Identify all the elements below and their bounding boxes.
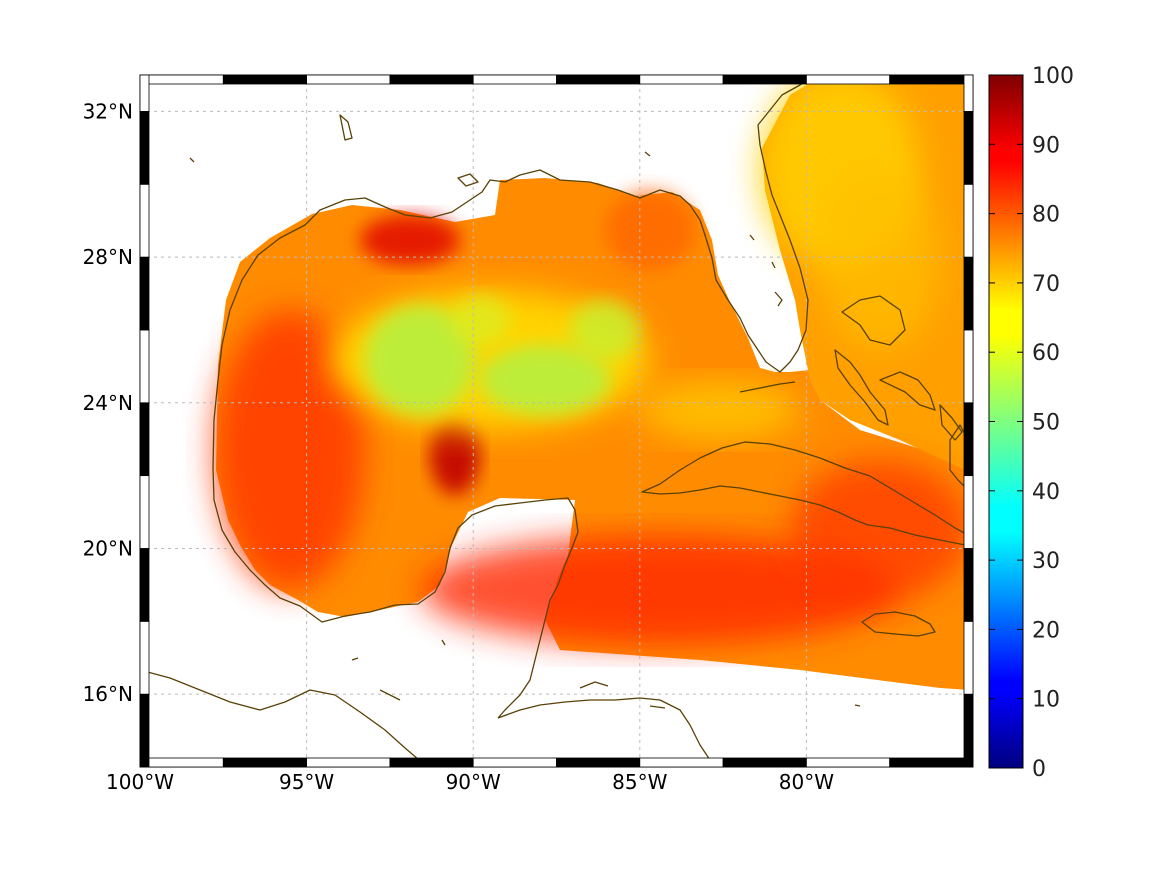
frame-segment-right (963, 548, 974, 622)
frame-segment-right (963, 620, 974, 695)
graticule (140, 75, 973, 767)
keys-coast (739, 381, 796, 393)
frame-segment-top (556, 74, 641, 85)
us-gulf-coast (212, 75, 816, 469)
frame-segment-left (139, 256, 150, 331)
frame-segment-bottom (472, 757, 557, 768)
frame-segment-right (963, 693, 974, 768)
map-frame (139, 74, 974, 768)
x-tick-labels: 100°W 95°W 90°W 85°W 80°W (106, 770, 834, 794)
y-tick-label: 16°N (83, 682, 133, 706)
colorbar-tick-label: 100 (1032, 64, 1074, 89)
frame-segment-top (639, 74, 724, 85)
frame-segment-left (139, 183, 150, 258)
colorbar-tick-label: 0 (1032, 757, 1046, 782)
frame-segment-top (306, 74, 391, 85)
y-tick-label: 32°N (83, 99, 133, 123)
pacific-coast (139, 669, 426, 766)
data-field (215, 75, 970, 690)
bahamas-coast (834, 295, 963, 441)
colorbar-tick-label: 80 (1032, 203, 1060, 228)
frame-segment-right (963, 329, 974, 404)
frame-segment-right (963, 111, 974, 185)
frame-segment-left (139, 548, 150, 622)
colorbar-tick-label: 90 (1032, 133, 1060, 158)
x-tick-label: 95°W (279, 770, 334, 794)
colorbar-tick-labels: 0 10 20 30 40 50 60 70 80 90 100 (989, 64, 1074, 782)
frame-segment-bottom (306, 757, 391, 768)
x-tick-label: 90°W (446, 770, 501, 794)
frame-segment-top (389, 74, 474, 85)
inland-lakes (189, 114, 783, 701)
x-tick-label: 85°W (612, 770, 667, 794)
frame-segment-left (139, 74, 150, 112)
y-tick-label: 28°N (83, 245, 133, 269)
frame-segment-top (139, 74, 224, 85)
frame-segment-right (963, 256, 974, 331)
frame-segment-top (472, 74, 557, 85)
colorbar: 0 10 20 30 40 50 60 70 80 90 100 (988, 64, 1074, 782)
colorbar-tick-label: 20 (1032, 618, 1060, 643)
frame-segment-bottom (556, 757, 641, 768)
honduras-islands (579, 681, 861, 709)
x-tick-label: 100°W (106, 770, 174, 794)
frame-segment-top (222, 74, 308, 85)
frame-segment-bottom (889, 757, 974, 768)
colorbar-tick-label: 30 (1032, 549, 1060, 574)
frame-segment-left (139, 111, 150, 185)
mexico-gulf-coast (212, 467, 579, 719)
frame-segment-left (139, 693, 150, 768)
frame-segment-bottom (139, 757, 224, 768)
x-tick-label: 80°W (779, 770, 834, 794)
frame-segment-bottom (222, 757, 308, 768)
frame-segment-right (963, 74, 974, 112)
colorbar-tick-label: 70 (1032, 272, 1060, 297)
frame-segment-bottom (722, 757, 807, 768)
y-tick-label: 24°N (83, 391, 133, 415)
jamaica-coast (861, 611, 936, 637)
frame-segment-left (139, 475, 150, 549)
frame-segment-left (139, 329, 150, 404)
colorbar-tick-label: 60 (1032, 341, 1060, 366)
frame-segment-bottom (806, 757, 891, 768)
y-tick-label: 20°N (83, 536, 133, 560)
frame-segment-right (963, 475, 974, 549)
frame-segment-top (806, 74, 891, 85)
y-tick-labels: 32°N 28°N 24°N 20°N 16°N (83, 99, 133, 706)
frame-segment-bottom (389, 757, 474, 768)
colorbar-tick-label: 40 (1032, 480, 1060, 505)
colorbar-tick-label: 50 (1032, 411, 1060, 436)
frame-segment-left (139, 620, 150, 695)
central-america-coast (497, 697, 711, 761)
frame-segment-left (139, 402, 150, 477)
frame-segment-top (722, 74, 807, 85)
frame-segment-right (963, 183, 974, 258)
frame-segment-right (963, 402, 974, 477)
frame-segment-top (889, 74, 974, 85)
frame-segment-bottom (639, 757, 724, 768)
colorbar-tick-label: 10 (1032, 688, 1060, 713)
coastlines (139, 75, 969, 766)
